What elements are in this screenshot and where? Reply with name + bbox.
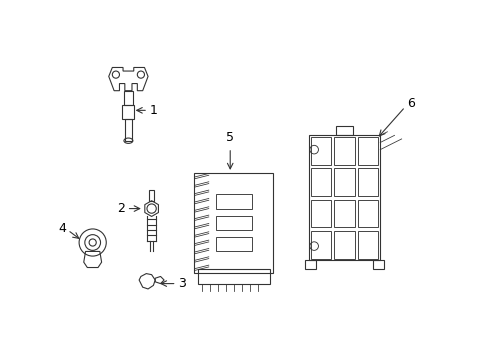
Bar — [334, 137, 354, 165]
Text: 1: 1 — [149, 104, 158, 117]
Bar — [335, 126, 353, 135]
Bar — [305, 260, 315, 269]
Bar — [125, 119, 131, 141]
Bar — [334, 231, 354, 258]
Bar — [358, 137, 378, 165]
Bar — [216, 194, 251, 208]
Bar — [122, 105, 134, 119]
Bar — [310, 200, 330, 227]
Bar — [334, 200, 354, 227]
Bar — [198, 269, 269, 284]
Bar — [334, 168, 354, 196]
Bar — [310, 168, 330, 196]
Bar — [310, 137, 330, 165]
Bar — [124, 91, 132, 105]
Text: 4: 4 — [58, 222, 66, 235]
Text: 3: 3 — [178, 277, 186, 290]
Bar — [310, 231, 330, 258]
Bar — [308, 135, 380, 260]
Bar — [372, 260, 383, 269]
Text: 5: 5 — [226, 131, 234, 144]
Bar — [216, 216, 251, 230]
Text: 2: 2 — [117, 202, 124, 215]
Bar — [194, 173, 272, 273]
Bar — [148, 190, 154, 201]
Bar — [358, 231, 378, 258]
Bar — [358, 200, 378, 227]
Bar — [216, 237, 251, 251]
Text: 6: 6 — [406, 97, 414, 110]
Bar — [358, 168, 378, 196]
